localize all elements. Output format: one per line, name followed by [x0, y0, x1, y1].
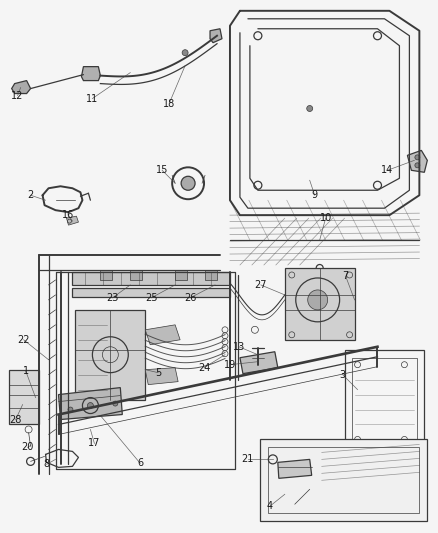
Text: 23: 23: [106, 293, 119, 303]
Bar: [9, 370, 39, 424]
Circle shape: [307, 106, 313, 111]
Polygon shape: [67, 216, 78, 225]
Text: 8: 8: [43, 459, 49, 470]
Polygon shape: [278, 459, 312, 478]
Text: 14: 14: [381, 165, 394, 175]
Polygon shape: [285, 268, 355, 340]
Text: 15: 15: [156, 165, 168, 175]
Polygon shape: [210, 29, 222, 43]
Polygon shape: [72, 288, 230, 297]
Circle shape: [415, 155, 420, 160]
Text: 2: 2: [28, 190, 34, 200]
Text: 24: 24: [198, 362, 210, 373]
Circle shape: [113, 401, 118, 406]
Polygon shape: [145, 368, 178, 385]
Text: 27: 27: [254, 280, 267, 290]
Polygon shape: [72, 272, 230, 285]
Circle shape: [88, 402, 93, 409]
Circle shape: [68, 407, 73, 412]
Text: 17: 17: [88, 439, 101, 448]
Polygon shape: [130, 270, 142, 280]
Circle shape: [308, 290, 328, 310]
Polygon shape: [75, 310, 145, 400]
Bar: [260, 439, 427, 521]
Polygon shape: [205, 270, 217, 280]
Polygon shape: [81, 67, 100, 80]
Circle shape: [415, 163, 420, 168]
Circle shape: [181, 176, 195, 190]
Polygon shape: [240, 352, 278, 374]
Text: 5: 5: [155, 368, 161, 378]
Text: 19: 19: [224, 360, 236, 370]
Bar: [352, 358, 417, 453]
Polygon shape: [407, 150, 427, 172]
Circle shape: [182, 50, 188, 55]
Text: 3: 3: [339, 370, 346, 379]
Text: 7: 7: [343, 271, 349, 281]
Text: 20: 20: [21, 442, 34, 453]
Text: 16: 16: [62, 210, 74, 220]
Text: 6: 6: [137, 458, 143, 469]
Text: 28: 28: [10, 415, 22, 424]
Polygon shape: [145, 325, 180, 345]
Text: 25: 25: [145, 293, 158, 303]
Text: 9: 9: [311, 190, 318, 200]
Polygon shape: [12, 80, 31, 94]
Polygon shape: [59, 387, 122, 419]
Text: 10: 10: [320, 213, 332, 223]
Text: 13: 13: [233, 342, 245, 352]
Text: 1: 1: [22, 366, 28, 376]
Text: 21: 21: [242, 455, 254, 464]
Text: 11: 11: [86, 93, 99, 103]
Text: 22: 22: [18, 335, 30, 345]
Text: 12: 12: [11, 91, 24, 101]
Bar: [345, 350, 424, 459]
Text: 26: 26: [184, 293, 196, 303]
Polygon shape: [100, 270, 112, 280]
Text: 4: 4: [267, 501, 273, 511]
Polygon shape: [175, 270, 187, 280]
Text: 18: 18: [163, 99, 175, 109]
Bar: [268, 447, 419, 513]
